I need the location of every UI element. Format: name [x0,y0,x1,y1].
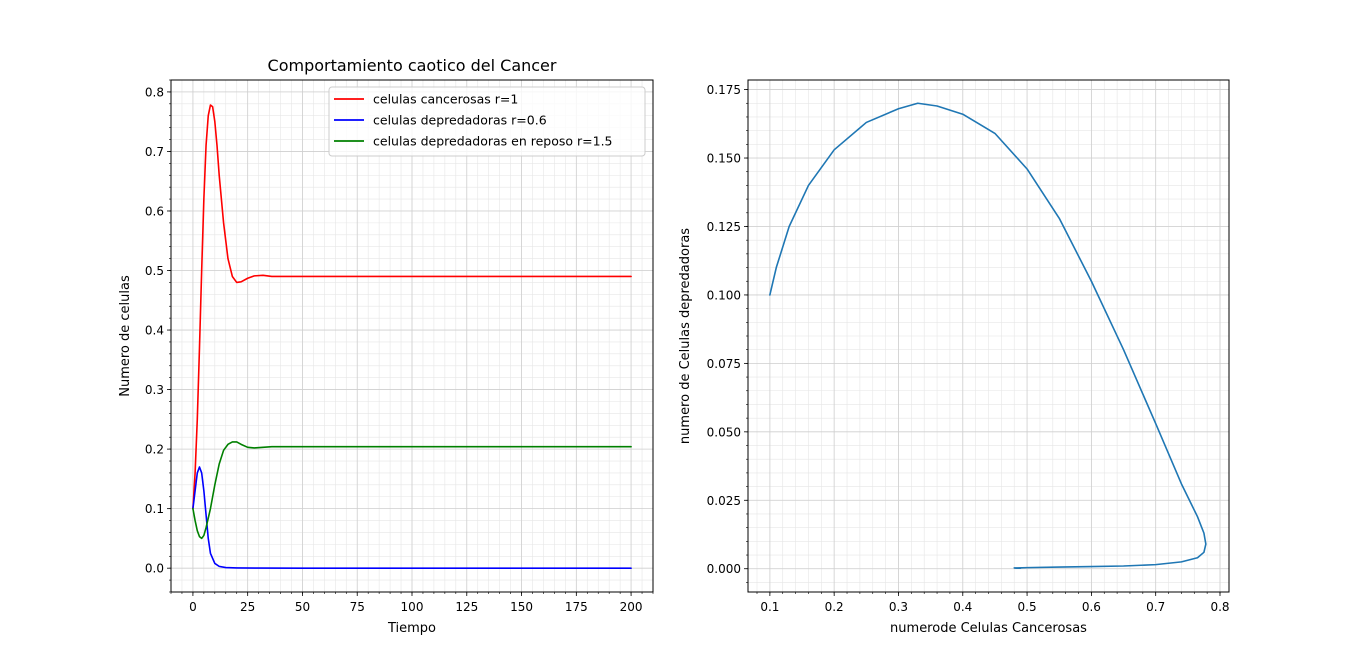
x-tick-label: 0.3 [889,600,908,614]
y-tick-label: 0.1 [145,502,164,516]
x-tick-label: 0.6 [1082,600,1101,614]
major-grid [748,80,1229,592]
series-line-0 [769,102,1207,569]
y-axis-label: Numero de celulas [118,275,133,397]
x-tick-label: 0.2 [825,600,844,614]
y-tick-label: 0.025 [707,494,741,508]
y-tick-label: 0.000 [707,562,741,576]
chart-time-series: 0 25 50 75 100 125 150 175 200 0.00.10.20.30.40.… [118,56,654,636]
x-tick-label: 50 [295,600,310,614]
x-tick-label: 0.1 [760,600,779,614]
series-layer [192,104,632,569]
x-tick-label: 150 [510,600,533,614]
y-tick-label: 0.075 [707,357,741,371]
y-tick-label: 0.175 [707,83,741,97]
series-line-0 [192,104,632,510]
legend-box [328,86,646,157]
x-tick-label: 0.8 [1210,600,1229,614]
x-tick-label: 100 [401,600,424,614]
y-tick-label: 0.150 [707,152,741,166]
tick-marks [167,79,654,596]
y-tick-labels: 0.000 0.025 0.050 0.075 0.100 0.125 0.150 0.175 [707,83,741,576]
legend-label-0: celulas cancerosas r=1 [373,92,518,107]
legend: celulas cancerosas r=1 celulas depredador… [328,86,646,157]
y-tick-label: 0.5 [145,264,164,278]
x-tick-labels: 0 25 50 75 100 125 150 175 200 [189,600,642,614]
x-tick-label: 0.5 [1018,600,1037,614]
y-tick-label: 0.0 [145,562,164,576]
x-tick-label: 175 [565,600,588,614]
y-tick-label: 0.3 [145,383,164,397]
legend-label-2: celulas depredadoras en reposo r=1.5 [373,134,613,149]
x-tick-label: 0 [189,600,197,614]
y-tick-label: 0.8 [145,85,164,99]
x-tick-labels: 0.1 0.2 0.3 0.4 0.5 0.6 0.7 0.8 [760,600,1229,614]
series-line-1 [192,466,632,569]
x-tick-label: 0.4 [953,600,972,614]
y-axis-label: numero de Celulas depredadoras [678,228,693,444]
y-tick-label: 0.100 [707,288,741,302]
y-tick-label: 0.050 [707,425,741,439]
y-tick-label: 0.2 [145,443,164,457]
y-tick-label: 0.6 [145,204,164,218]
x-tick-label: 75 [350,600,365,614]
y-tick-label: 0.125 [707,220,741,234]
y-tick-labels: 0.0 0.1 0.2 0.3 0.4 0.5 0.6 0.7 0.8 [145,85,164,575]
legend-label-1: celulas depredadoras r=0.6 [373,113,547,128]
x-axis-label: numerode Celulas Cancerosas [890,621,1087,636]
x-tick-label: 25 [240,600,255,614]
x-tick-label: 125 [455,600,478,614]
chart-phase-portrait: 0.1 0.2 0.3 0.4 0.5 0.6 0.7 0.8 0.000 0.025 0.050… [678,79,1230,636]
x-tick-label: 0.7 [1146,600,1165,614]
y-tick-label: 0.4 [145,324,164,338]
y-tick-label: 0.7 [145,145,164,159]
series-layer [769,102,1207,569]
x-axis-label: Tiempo [387,621,436,636]
x-tick-label: 200 [620,600,643,614]
tick-marks [744,89,1221,596]
chart-title: Comportamiento caotico del Cancer [268,56,557,75]
series-line-2 [192,441,632,540]
